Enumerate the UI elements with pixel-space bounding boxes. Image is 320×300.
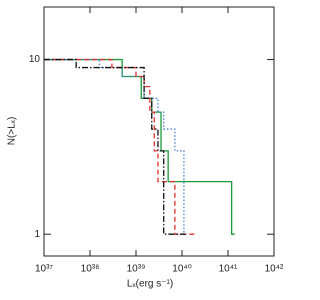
y-tick-label: 10 <box>29 54 41 65</box>
x-tick-label: 10³⁸ <box>81 264 100 275</box>
step-line <box>44 58 195 235</box>
x-tick-label: 10⁴² <box>265 264 284 275</box>
step-line <box>44 58 186 235</box>
y-axis-label: N(>Lₓ) <box>7 117 18 146</box>
x-tick-label: 10³⁷ <box>35 264 53 275</box>
x-axis-label: Lₓ(erg s⁻¹) <box>127 279 173 290</box>
step-line <box>44 58 235 235</box>
y-tick-label: 1 <box>34 229 40 240</box>
x-tick-label: 10⁴¹ <box>219 264 238 275</box>
chart: Lₓ(erg s⁻¹) N(>Lₓ) 10³⁷ 10³⁸ 10³⁹ 10⁴⁰ 10⁴¹ 1… <box>7 6 284 290</box>
x-tick-label: 10⁴⁰ <box>172 264 191 275</box>
x-tick-label: 10³⁹ <box>127 264 146 275</box>
plot-frame <box>43 6 275 257</box>
step-line <box>44 58 186 235</box>
